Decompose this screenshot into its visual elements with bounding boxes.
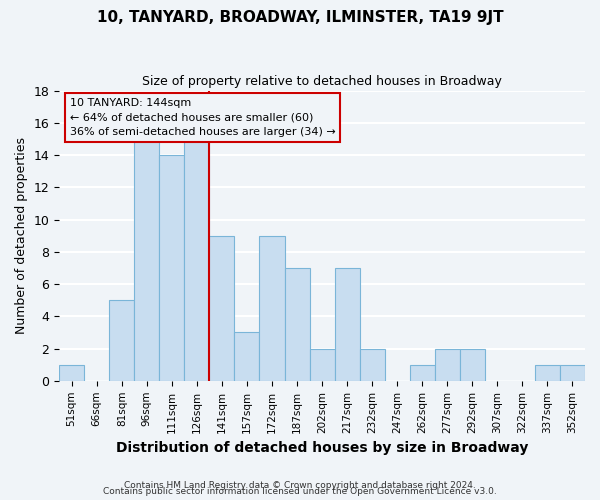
- Text: Contains public sector information licensed under the Open Government Licence v3: Contains public sector information licen…: [103, 488, 497, 496]
- Bar: [435, 348, 460, 381]
- Y-axis label: Number of detached properties: Number of detached properties: [15, 137, 28, 334]
- Bar: [359, 348, 385, 381]
- Bar: [235, 332, 259, 381]
- Bar: [160, 155, 184, 381]
- Text: 10 TANYARD: 144sqm
← 64% of detached houses are smaller (60)
36% of semi-detache: 10 TANYARD: 144sqm ← 64% of detached hou…: [70, 98, 335, 138]
- Bar: [284, 268, 310, 381]
- Bar: [535, 364, 560, 381]
- Bar: [460, 348, 485, 381]
- Title: Size of property relative to detached houses in Broadway: Size of property relative to detached ho…: [142, 75, 502, 88]
- Bar: [335, 268, 359, 381]
- Bar: [134, 139, 160, 381]
- X-axis label: Distribution of detached houses by size in Broadway: Distribution of detached houses by size …: [116, 441, 528, 455]
- Bar: [109, 300, 134, 381]
- Bar: [310, 348, 335, 381]
- Bar: [410, 364, 435, 381]
- Bar: [59, 364, 84, 381]
- Bar: [259, 236, 284, 381]
- Bar: [209, 236, 235, 381]
- Text: 10, TANYARD, BROADWAY, ILMINSTER, TA19 9JT: 10, TANYARD, BROADWAY, ILMINSTER, TA19 9…: [97, 10, 503, 25]
- Bar: [560, 364, 585, 381]
- Text: Contains HM Land Registry data © Crown copyright and database right 2024.: Contains HM Land Registry data © Crown c…: [124, 481, 476, 490]
- Bar: [184, 139, 209, 381]
